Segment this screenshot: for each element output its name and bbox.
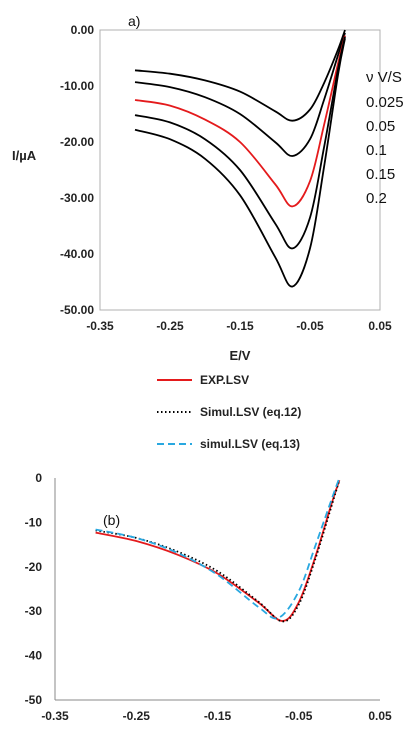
y-tick-label: -30.00: [60, 191, 94, 205]
legend-entry-label: EXP.LSV: [200, 373, 249, 387]
panel-b-y-ticks: 0 -10 -20 -30 -40 -50: [25, 471, 43, 707]
y-tick-label: -20.00: [60, 135, 94, 149]
legend-entry-label: simul.LSV (eq.13): [200, 437, 300, 451]
legend-entry-rate: 0.1: [366, 142, 387, 159]
x-tick-label: -0.05: [285, 709, 313, 723]
x-tick-label: -0.05: [296, 319, 324, 333]
legend-entry-rate: 0.025: [366, 94, 404, 111]
y-tick-label: -40.00: [60, 247, 94, 261]
series-line-simul-lsv-eq-12: [95, 479, 341, 623]
y-tick-label: -10.00: [60, 79, 94, 93]
series-line-0-2: [134, 38, 346, 288]
x-tick-label: -0.35: [41, 709, 69, 723]
panel-a-x-ticks: -0.35 -0.25 -0.15 -0.05 0.05: [86, 319, 392, 333]
panel-a-legend: 0.025 0.05 0.1 0.15 0.2: [366, 94, 404, 207]
legend-entry-rate: 0.05: [366, 118, 395, 135]
panel-b-label: (b): [103, 512, 120, 528]
panel-a-series: [134, 29, 346, 288]
x-tick-label: -0.15: [226, 319, 254, 333]
series-line-0-05: [134, 32, 346, 157]
x-tick-label: 0.05: [368, 709, 392, 723]
x-tick-label: -0.25: [156, 319, 184, 333]
x-tick-label: -0.15: [204, 709, 232, 723]
series-line-simul-lsv-eq-13: [95, 477, 341, 620]
panel-a-legend-title: ν V/S: [366, 69, 402, 86]
panel-a-label: a): [128, 13, 140, 29]
y-tick-label: -20: [25, 560, 43, 574]
panel-a-y-ticks: 0.00 -10.00 -20.00 -30.00 -40.00 -50.00: [60, 23, 94, 317]
series-line-0-15: [134, 36, 346, 250]
panel-a-y-axis-label: I/µA: [12, 148, 37, 163]
panel-b-legend: EXP.LSV Simul.LSV (eq.12) simul.LSV (eq.13…: [157, 373, 301, 451]
y-tick-label: -50: [25, 693, 43, 707]
legend-entry-rate: 0.15: [366, 166, 395, 183]
panel-b-series: [95, 477, 341, 623]
panel-a-x-axis-label: E/V: [230, 348, 251, 363]
series-line-exp-lsv: [95, 479, 341, 622]
y-tick-label: 0.00: [71, 23, 95, 37]
y-tick-label: -10: [25, 515, 43, 529]
panel-b-x-ticks: -0.35 -0.25 -0.15 -0.05 0.05: [41, 709, 392, 723]
series-line-0-025: [134, 29, 346, 122]
y-tick-label: -30: [25, 604, 43, 618]
legend-entry-label: Simul.LSV (eq.12): [200, 405, 301, 419]
x-tick-label: -0.25: [123, 709, 151, 723]
panel-a-plot-frame: [99, 29, 381, 311]
series-line-0-1: [134, 35, 346, 208]
y-tick-label: -40: [25, 649, 43, 663]
y-tick-label: -50.00: [60, 303, 94, 317]
x-tick-label: 0.05: [368, 319, 392, 333]
legend-entry-rate: 0.2: [366, 190, 387, 207]
y-tick-label: 0: [35, 471, 42, 485]
x-tick-label: -0.35: [86, 319, 114, 333]
